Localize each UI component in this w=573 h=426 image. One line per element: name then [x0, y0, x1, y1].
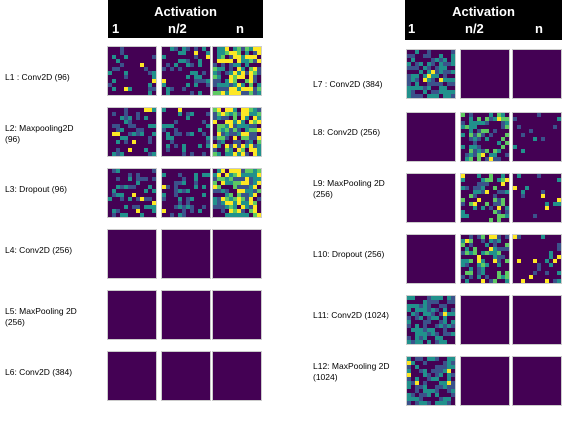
- feature-map-l4-1: [108, 230, 156, 278]
- feature-map-l1-n: [213, 47, 261, 95]
- feature-map-l10-n: [513, 235, 561, 283]
- feature-map-l6-1: [108, 352, 156, 400]
- feature-map-l10-1: [407, 235, 455, 283]
- feature-map-l7-n-half: [461, 50, 509, 98]
- layer-label-l1: L1 : Conv2D (96): [5, 72, 70, 82]
- feature-map-l9-n-half: [461, 174, 509, 222]
- right-activation-header: Activation 1 n/2 n: [405, 0, 562, 40]
- feature-map-l4-n-half: [162, 230, 210, 278]
- feature-map-l9-1: [407, 174, 455, 222]
- feature-map-l7-1: [407, 50, 455, 98]
- feature-map-l5-1: [108, 291, 156, 339]
- feature-map-l8-1: [407, 113, 455, 161]
- feature-map-l7-n: [513, 50, 561, 98]
- column-label-n: n: [535, 21, 543, 36]
- layer-label-l4: L4: Conv2D (256): [5, 245, 73, 255]
- feature-map-l3-1: [108, 169, 156, 217]
- layer-label-l12: L12: MaxPooling 2D (1024): [313, 361, 390, 382]
- column-label-n-half: n/2: [168, 21, 187, 36]
- layer-label-l10: L10: Dropout (256): [313, 249, 385, 259]
- column-label-1: 1: [112, 21, 120, 36]
- feature-map-l12-n: [513, 357, 561, 405]
- layer-label-l8: L8: Conv2D (256): [313, 127, 381, 137]
- feature-map-l5-n-half: [162, 291, 210, 339]
- feature-map-l11-1: [407, 296, 455, 344]
- feature-map-l6-n: [213, 352, 261, 400]
- layer-label-l5: L5: MaxPooling 2D (256): [5, 306, 77, 327]
- feature-map-l4-n: [213, 230, 261, 278]
- left-activation-header: Activation 1 n/2 n: [108, 0, 263, 38]
- feature-map-l8-n: [513, 113, 561, 161]
- layer-label-l2: L2: Maxpooling2D (96): [5, 123, 74, 144]
- feature-map-l2-1: [108, 108, 156, 156]
- feature-map-l9-n: [513, 174, 561, 222]
- layer-label-l7: L7 : Conv2D (384): [313, 79, 383, 89]
- feature-map-l1-n-half: [162, 47, 210, 95]
- feature-map-l10-n-half: [461, 235, 509, 283]
- feature-map-l8-n-half: [461, 113, 509, 161]
- feature-map-l6-n-half: [162, 352, 210, 400]
- feature-map-l3-n: [213, 169, 261, 217]
- activation-title: Activation: [452, 4, 515, 19]
- column-label-1: 1: [408, 21, 416, 36]
- layer-label-l11: L11: Conv2D (1024): [313, 310, 389, 320]
- layer-label-l6: L6: Conv2D (384): [5, 367, 73, 377]
- activation-title: Activation: [154, 4, 217, 19]
- feature-map-l11-n: [513, 296, 561, 344]
- feature-map-l12-1: [407, 357, 455, 405]
- feature-map-l11-n-half: [461, 296, 509, 344]
- feature-map-l2-n: [213, 108, 261, 156]
- layer-label-l3: L3: Dropout (96): [5, 184, 67, 194]
- column-label-n: n: [236, 21, 244, 36]
- feature-map-l3-n-half: [162, 169, 210, 217]
- feature-map-l1-1: [108, 47, 156, 95]
- feature-map-l5-n: [213, 291, 261, 339]
- feature-map-l2-n-half: [162, 108, 210, 156]
- feature-map-l12-n-half: [461, 357, 509, 405]
- layer-label-l9: L9: MaxPooling 2D (256): [313, 178, 385, 199]
- column-label-n-half: n/2: [465, 21, 484, 36]
